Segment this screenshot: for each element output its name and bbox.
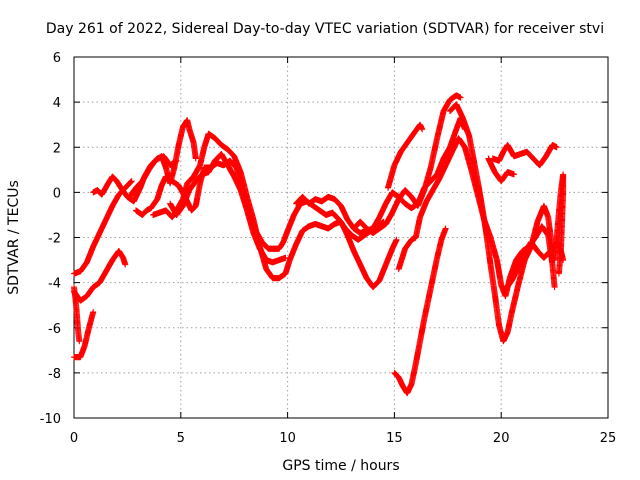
x-tick-label: 25 — [600, 431, 617, 446]
y-tick-label: 4 — [53, 96, 61, 111]
y-tick-label: 6 — [53, 51, 61, 66]
y-tick-label: 2 — [53, 141, 61, 156]
series-arc-8 — [150, 130, 400, 291]
series-arc-3 — [71, 178, 135, 277]
grid-lines — [74, 57, 608, 418]
data-point — [90, 308, 97, 315]
data-point — [128, 178, 135, 185]
series-arc-15 — [446, 101, 556, 345]
x-tick-label: 10 — [279, 431, 296, 446]
x-tick-label: 20 — [493, 431, 510, 446]
series-arc-13 — [391, 225, 449, 397]
x-tick-label: 5 — [177, 431, 185, 446]
plot-frame — [73, 56, 609, 419]
y-tick-label: 0 — [53, 186, 61, 201]
series-arc-6 — [126, 117, 199, 200]
y-tick-label: -8 — [48, 367, 61, 382]
data-points — [71, 92, 567, 397]
chart-title: Day 261 of 2022, Sidereal Day-to-day VTE… — [46, 21, 604, 37]
data-point — [122, 261, 129, 268]
data-point — [76, 338, 83, 345]
series-arc-1 — [71, 308, 97, 361]
x-tick-label: 15 — [386, 431, 403, 446]
y-tick-label: -6 — [48, 322, 61, 337]
x-tick-label: 0 — [70, 431, 78, 446]
series-arc-4 — [71, 248, 129, 304]
y-tick-label: -2 — [48, 232, 61, 247]
axis-ticks: 0 5 10 15 20 25 -10 -8 -6 -4 -2 0 2 4 6 — [40, 51, 617, 446]
y-tick-label: -10 — [40, 412, 61, 427]
y-tick-label: -4 — [48, 277, 61, 292]
series-arc-16 — [489, 141, 560, 169]
series-arc-12 — [384, 121, 426, 191]
